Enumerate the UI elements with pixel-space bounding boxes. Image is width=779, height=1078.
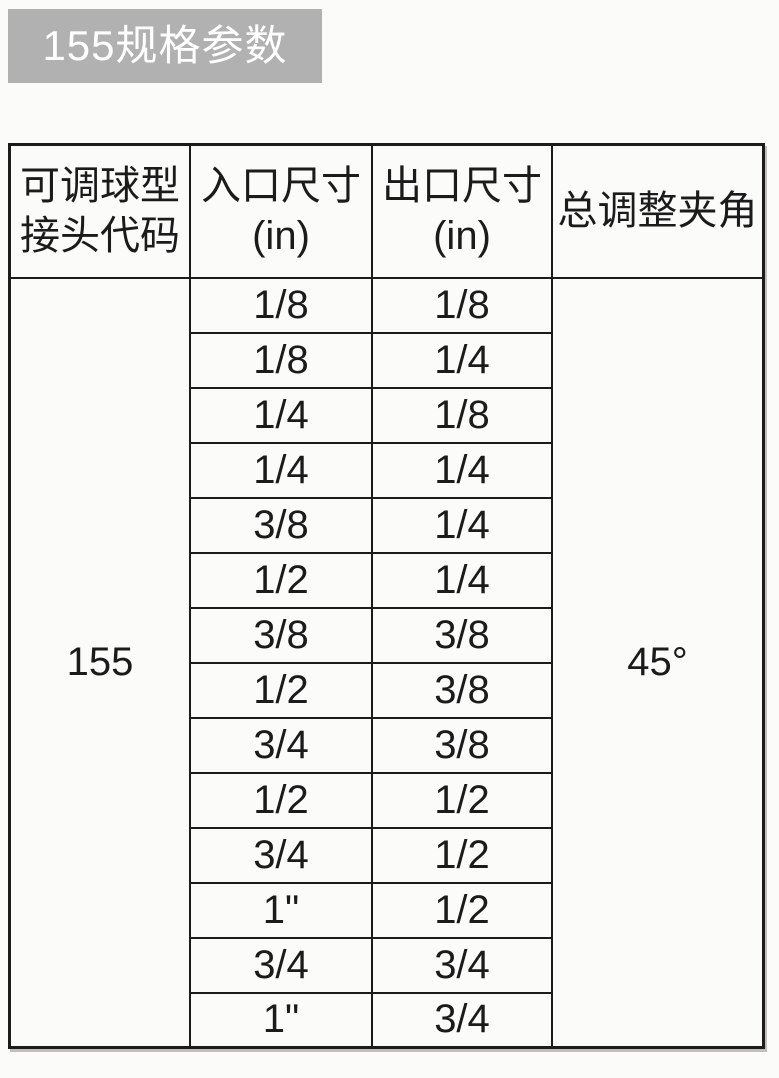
inlet-size-cell: 1/4 xyxy=(189,441,373,499)
header-outlet-size: 出口尺寸 (in) xyxy=(371,143,553,279)
outlet-size-cell: 1/2 xyxy=(371,826,553,884)
outlet-size-cell: 1/8 xyxy=(371,386,553,444)
outlet-size-cell: 1/4 xyxy=(371,551,553,609)
spec-table: 可调球型 接头代码 入口尺寸 (in) 出口尺寸 (in) 总调整夹角 155 1… xyxy=(8,143,765,1049)
inlet-size-cell: 1" xyxy=(189,881,373,939)
table-row: 1/4 1/4 xyxy=(10,441,764,499)
table-row: 1/8 1/4 xyxy=(10,331,764,389)
table-row: 1/2 3/8 xyxy=(10,661,764,719)
outlet-size-cell: 1/4 xyxy=(371,331,553,389)
spec-table-body: 155 1/8 1/8 45° 1/8 1/4 1/4 1/8 1/4 1/4 3/8 1/4 1/2 1… xyxy=(8,276,765,1049)
section-title-banner: 155规格参数 xyxy=(8,9,322,83)
table-row: 1/2 1/2 xyxy=(10,771,764,829)
outlet-size-cell: 3/8 xyxy=(371,716,553,774)
table-row: 1/4 1/8 xyxy=(10,386,764,444)
inlet-size-cell: 3/4 xyxy=(189,826,373,884)
table-row: 3/8 3/8 xyxy=(10,606,764,664)
table-row: 3/8 1/4 xyxy=(10,496,764,554)
header-adjustment-angle: 总调整夹角 xyxy=(551,143,765,279)
outlet-size-cell: 3/4 xyxy=(371,936,553,994)
inlet-size-cell: 1/2 xyxy=(189,771,373,829)
section-title: 155规格参数 xyxy=(42,22,288,69)
outlet-size-cell: 1/2 xyxy=(371,771,553,829)
outlet-size-cell: 3/8 xyxy=(371,606,553,664)
adjustment-angle-cell: 45° xyxy=(551,276,765,1049)
table-row: 3/4 3/4 xyxy=(10,936,764,994)
table-row: 155 1/8 1/8 45° xyxy=(8,276,765,1049)
outlet-size-cell: 1/4 xyxy=(371,496,553,554)
inlet-size-cell: 1/8 xyxy=(189,331,373,389)
inlet-size-cell: 1/2 xyxy=(189,551,373,609)
table-row: 3/4 1/2 xyxy=(10,826,764,884)
table-row: 1" 3/4 xyxy=(10,991,764,1049)
table-row: 1/2 1/4 xyxy=(10,551,764,609)
header-joint-code: 可调球型 接头代码 xyxy=(8,143,191,279)
table-row: 1" 1/2 xyxy=(10,881,764,939)
header-inlet-size: 入口尺寸 (in) xyxy=(189,143,373,279)
outlet-size-cell: 3/8 xyxy=(371,661,553,719)
inlet-size-cell: 1/8 xyxy=(189,276,373,334)
inlet-size-cell: 3/8 xyxy=(189,496,373,554)
inlet-size-cell: 1/4 xyxy=(189,386,373,444)
inlet-size-cell: 1" xyxy=(189,991,373,1049)
joint-code-cell: 155 xyxy=(8,276,191,1049)
inlet-size-cell: 3/4 xyxy=(189,936,373,994)
outlet-size-cell: 1/8 xyxy=(371,276,553,334)
outlet-size-cell: 1/2 xyxy=(371,881,553,939)
inlet-size-cell: 3/8 xyxy=(189,606,373,664)
outlet-size-cell: 3/4 xyxy=(371,991,553,1049)
outlet-size-cell: 1/4 xyxy=(371,441,553,499)
inlet-size-cell: 1/2 xyxy=(189,661,373,719)
table-row: 3/4 3/8 xyxy=(10,716,764,774)
inlet-size-cell: 3/4 xyxy=(189,716,373,774)
spec-table-head: 可调球型 接头代码 入口尺寸 (in) 出口尺寸 (in) 总调整夹角 xyxy=(8,143,765,279)
header-row: 可调球型 接头代码 入口尺寸 (in) 出口尺寸 (in) 总调整夹角 xyxy=(8,143,765,279)
